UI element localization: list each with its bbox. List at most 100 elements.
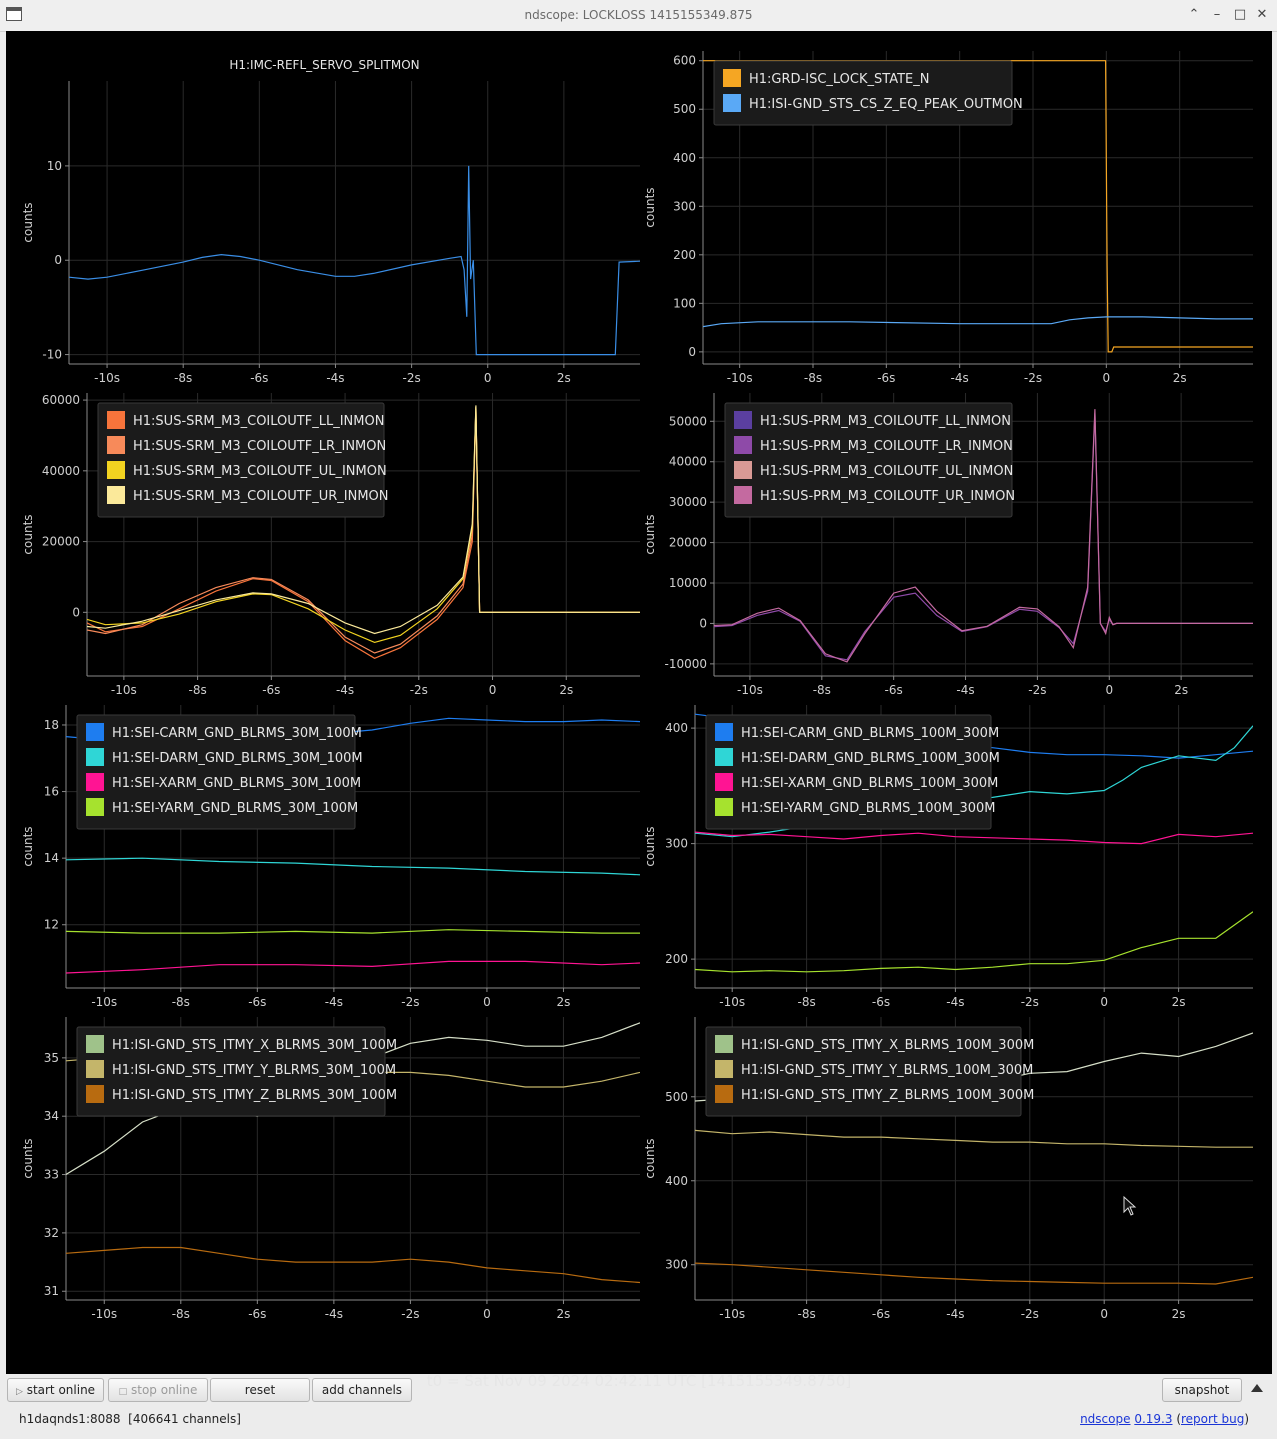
- legend-label: H1:SEI-YARM_GND_BLRMS_100M_300M: [741, 801, 995, 816]
- legend-swatch: [734, 411, 752, 429]
- y-tick-label: -10000: [664, 657, 707, 671]
- x-tick-label: 0: [1105, 683, 1113, 697]
- y-tick-label: 100: [673, 296, 696, 310]
- y-tick-label: 60000: [42, 393, 80, 407]
- window-close-icon[interactable]: ✕: [1256, 7, 1268, 22]
- x-tick-label: -8s: [804, 371, 822, 385]
- legend-swatch: [107, 461, 125, 479]
- series-line: [695, 1129, 1253, 1148]
- legend-label: H1:ISI-GND_STS_ITMY_Z_BLRMS_100M_300M: [741, 1088, 1034, 1103]
- x-tick-label: -10s: [111, 683, 137, 697]
- legend-label: H1:SUS-PRM_M3_COILOUTF_UL_INMON: [760, 464, 1013, 479]
- legend-box: [724, 402, 1013, 518]
- window-minimize-icon[interactable]: –: [1213, 7, 1221, 22]
- legend: H1:SEI-CARM_GND_BLRMS_100M_300M H1:SEI-DA…: [705, 714, 1000, 830]
- y-tick-label: 20000: [669, 536, 707, 550]
- mouse-cursor-icon: [1123, 1195, 1137, 1216]
- series-line: [703, 60, 1253, 353]
- y-tick-label: 40000: [42, 464, 80, 478]
- x-tick-label: -8s: [188, 683, 206, 697]
- version-link[interactable]: 0.19.3: [1134, 1412, 1173, 1426]
- legend-label: H1:SEI-DARM_GND_BLRMS_30M_100M: [112, 751, 363, 766]
- x-tick-label: -8s: [172, 995, 190, 1009]
- window-title: ndscope: LOCKLOSS 1415155349.875: [524, 8, 753, 22]
- y-axis-label: counts: [643, 187, 657, 227]
- window-titlebar[interactable]: ndscope: LOCKLOSS 1415155349.875 ⌃ – □ ✕: [0, 0, 1277, 32]
- plot-panel-2: -10s -8s -6s -4s -2s 0 2s 600 500 400 300 200 100 0 co…: [643, 51, 1253, 385]
- series-line: [66, 929, 640, 934]
- x-tick-label: -8s: [797, 1307, 815, 1321]
- x-tick-label: -2s: [401, 1307, 419, 1321]
- y-axis-label: counts: [643, 1138, 657, 1178]
- legend: H1:ISI-GND_STS_ITMY_X_BLRMS_30M_100M H1:I…: [76, 1026, 397, 1117]
- plot-panel-5: -10s -8s -6s -4s -2s 0 2s 18 16 14 12 counts H1:SEI-…: [21, 705, 640, 1009]
- x-tick-label: -6s: [250, 371, 268, 385]
- x-tick-label: -6s: [248, 995, 266, 1009]
- x-tick-label: -8s: [172, 1307, 190, 1321]
- legend-label: H1:SUS-PRM_M3_COILOUTF_UR_INMON: [760, 489, 1015, 504]
- x-tick-label: -4s: [325, 995, 343, 1009]
- series-line: [695, 911, 1253, 973]
- snapshot-button[interactable]: snapshot: [1162, 1378, 1242, 1402]
- x-tick-label: -4s: [336, 683, 354, 697]
- legend-box: [705, 1026, 1022, 1117]
- y-tick-label: 40000: [669, 455, 707, 469]
- window-shade-icon[interactable]: ⌃: [1188, 7, 1200, 22]
- y-tick-label: 200: [673, 248, 696, 262]
- legend-swatch: [715, 723, 733, 741]
- x-tick-label: 2s: [557, 1307, 571, 1321]
- legend-swatch: [107, 486, 125, 504]
- legend-swatch: [86, 1085, 104, 1103]
- x-tick-label: 0: [1103, 371, 1111, 385]
- reset-button[interactable]: reset: [210, 1378, 310, 1402]
- legend-swatch: [715, 1085, 733, 1103]
- y-tick-label: 300: [673, 199, 696, 213]
- x-tick-label: -2s: [401, 995, 419, 1009]
- x-tick-label: -4s: [956, 683, 974, 697]
- channel-count: [406641 channels]: [128, 1412, 241, 1426]
- y-tick-label: 33: [44, 1168, 59, 1182]
- collapse-arrow-icon[interactable]: [1251, 1384, 1263, 1392]
- legend-swatch: [86, 773, 104, 791]
- series-line: [695, 831, 1253, 845]
- x-tick-label: 0: [1100, 1307, 1108, 1321]
- start-online-button[interactable]: ▷ start online: [7, 1378, 104, 1402]
- x-tick-label: 0: [489, 683, 497, 697]
- plot-title: H1:IMC-REFL_SERVO_SPLITMON: [229, 58, 419, 72]
- y-tick-label: 0: [699, 616, 707, 630]
- y-tick-label: 16: [44, 785, 59, 799]
- legend-box: [76, 714, 356, 830]
- stop-online-button[interactable]: □ stop online: [108, 1378, 208, 1402]
- start-online-label: start online: [26, 1383, 96, 1397]
- ndscope-link[interactable]: ndscope: [1080, 1412, 1131, 1426]
- x-tick-label: -4s: [946, 1307, 964, 1321]
- x-tick-label: -10s: [727, 371, 753, 385]
- legend-label: H1:SEI-CARM_GND_BLRMS_30M_100M: [112, 726, 362, 741]
- legend-label: H1:ISI-GND_STS_ITMY_X_BLRMS_30M_100M: [112, 1038, 397, 1053]
- legend: H1:ISI-GND_STS_ITMY_X_BLRMS_100M_300M H1:…: [705, 1026, 1034, 1117]
- legend-swatch: [86, 748, 104, 766]
- legend-label: H1:SUS-SRM_M3_COILOUTF_UL_INMON: [133, 464, 387, 479]
- y-tick-label: 50000: [669, 414, 707, 428]
- plot-panel-8: -10s -8s -6s -4s -2s 0 2s 500 400 300 counts H1:ISI…: [643, 1017, 1253, 1321]
- legend-label: H1:SEI-XARM_GND_BLRMS_100M_300M: [741, 776, 998, 791]
- legend-label: H1:SUS-SRM_M3_COILOUTF_UR_INMON: [133, 489, 389, 504]
- series-line: [66, 960, 640, 974]
- y-tick-label: 300: [665, 1258, 688, 1272]
- y-axis-label: counts: [21, 202, 35, 242]
- legend-label: H1:SUS-PRM_M3_COILOUTF_LR_INMON: [760, 439, 1013, 454]
- window-maximize-icon[interactable]: □: [1233, 7, 1247, 22]
- server-address: h1daqnds1:8088: [19, 1412, 121, 1426]
- x-tick-label: -10s: [719, 1307, 745, 1321]
- legend-swatch: [107, 411, 125, 429]
- x-tick-label: 2s: [559, 683, 573, 697]
- plot-panel-1: -10s -8s -6s -4s -2s 0 2s 10 0 -10 counts H1:IMC-RE…: [21, 58, 640, 385]
- x-tick-label: 0: [483, 995, 491, 1009]
- legend-swatch: [86, 798, 104, 816]
- series-line: [695, 1262, 1253, 1285]
- add-channels-button[interactable]: add channels: [312, 1378, 412, 1402]
- report-bug-link[interactable]: report bug: [1181, 1412, 1245, 1426]
- y-tick-label: 500: [673, 102, 696, 116]
- x-tick-label: -10s: [91, 995, 117, 1009]
- legend-label: H1:GRD-ISC_LOCK_STATE_N: [749, 72, 929, 87]
